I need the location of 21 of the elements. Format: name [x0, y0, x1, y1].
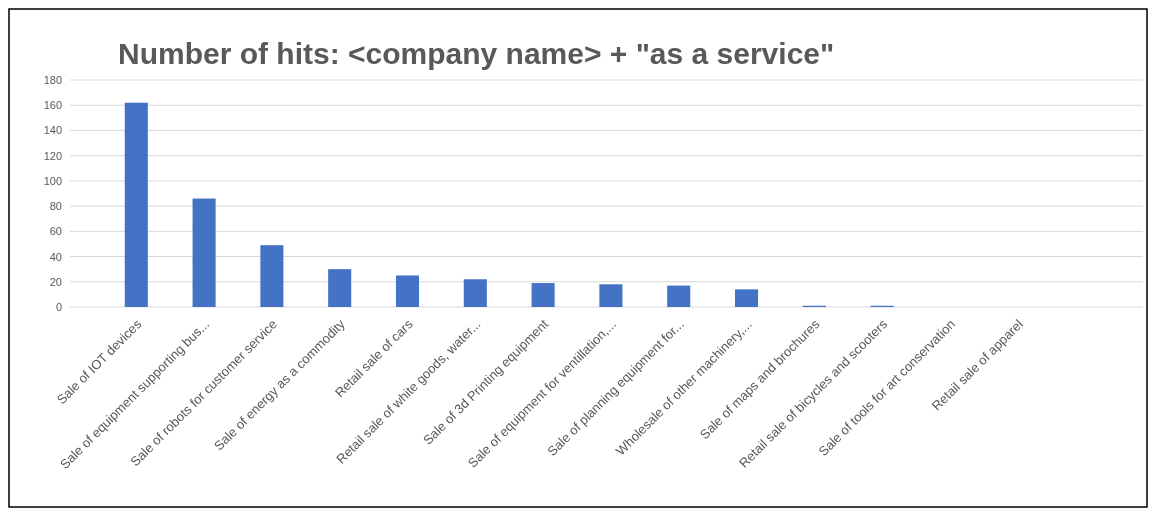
y-tick-label: 60: [49, 225, 62, 238]
y-tick-label: 20: [49, 275, 62, 288]
y-tick-label: 100: [43, 174, 62, 187]
bar: [124, 102, 148, 307]
y-tick-label: 140: [43, 124, 62, 137]
bar: [734, 289, 759, 307]
bar: [328, 269, 352, 307]
y-tick-label: 40: [49, 250, 62, 263]
bar: [395, 275, 420, 307]
y-tick-label: 0: [55, 301, 62, 313]
bar: [531, 283, 555, 307]
bar: [192, 198, 216, 307]
y-tick-label: 120: [43, 149, 62, 162]
y-tick-label: 80: [49, 200, 62, 213]
chart-title: Number of hits: <company name> + "as a service": [118, 37, 835, 70]
y-tick-label: 160: [43, 99, 62, 112]
bar: [667, 285, 691, 307]
bar: [463, 279, 487, 307]
bar: [260, 245, 284, 307]
y-tick-label: 180: [43, 74, 62, 86]
bar: [599, 284, 623, 307]
